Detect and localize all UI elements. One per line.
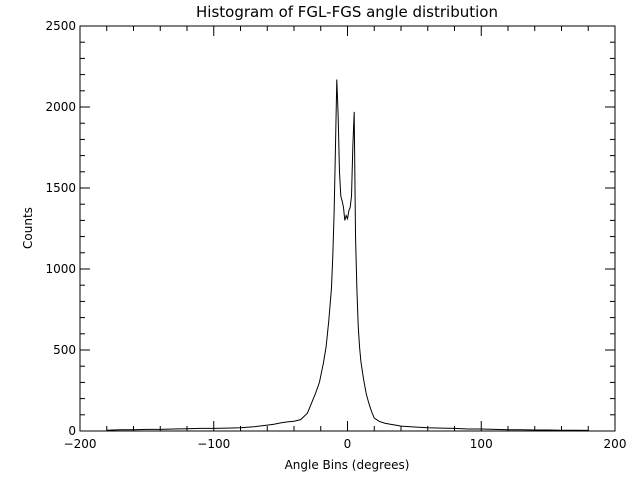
y-tick-label: 500 [53,343,76,357]
x-axis-ticks [79,26,616,431]
chart-title: Histogram of FGL-FGS angle distribution [196,3,498,21]
x-axis-tick-labels: −200 −100 0 100 200 [64,437,627,451]
plot-frame [79,25,616,432]
x-tick-label: 100 [470,437,493,451]
x-tick-label: −100 [197,437,230,451]
y-tick-label: 0 [68,424,76,438]
y-tick-label: 2500 [45,19,76,33]
x-tick-label: 0 [344,437,352,451]
y-tick-label: 1000 [45,262,76,276]
y-axis-ticks [80,25,615,432]
y-axis-label: Counts [21,207,35,249]
series-line [106,79,589,431]
x-tick-label: 200 [604,437,627,451]
y-axis-tick-labels: 0 500 1000 1500 2000 2500 [45,19,76,438]
y-tick-label: 2000 [45,100,76,114]
x-axis-label: Angle Bins (degrees) [285,458,410,472]
x-tick-label: −200 [64,437,97,451]
y-tick-label: 1500 [45,181,76,195]
